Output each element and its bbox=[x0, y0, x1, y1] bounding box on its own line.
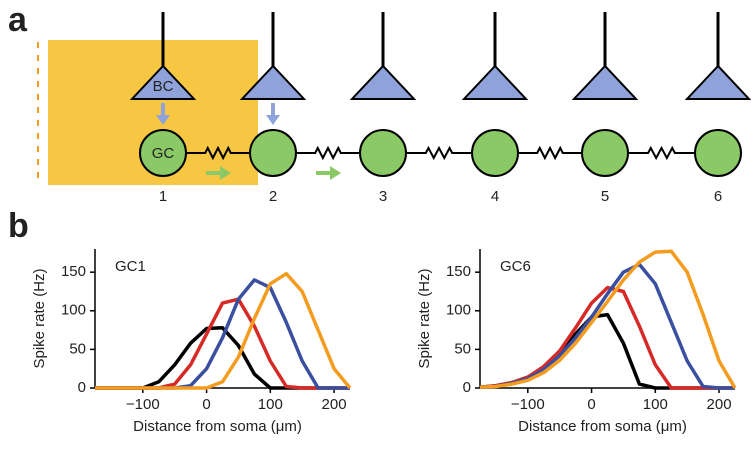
x-tick-label: 100 bbox=[258, 396, 283, 413]
x-tick-label: 0 bbox=[202, 396, 210, 413]
bipolar-cell bbox=[684, 64, 752, 100]
x-tick-label: 200 bbox=[322, 396, 347, 413]
x-axis-label: Distance from soma (μm) bbox=[133, 418, 302, 435]
x-tick-label: 200 bbox=[707, 396, 732, 413]
x-tick-label: 100 bbox=[643, 396, 668, 413]
line-chart: 0 50 100 150 −100 0 100 200 Distance from soma (… bbox=[416, 249, 737, 435]
x-tick-label: −100 bbox=[126, 396, 160, 413]
series-line bbox=[95, 278, 350, 390]
circuit-diagram: 1 2 3 4 5 6 BC GC bbox=[129, 12, 752, 205]
y-tick-label: 50 bbox=[454, 340, 471, 357]
ganglion-cell bbox=[581, 129, 629, 177]
cell-number: 3 bbox=[379, 188, 387, 205]
resistor bbox=[628, 145, 695, 161]
y-axis-label: Spike rate (Hz) bbox=[31, 268, 48, 368]
bipolar-cell bbox=[571, 64, 639, 100]
ganglion-cell bbox=[359, 129, 407, 177]
y-tick-label: 0 bbox=[463, 379, 471, 396]
resistor bbox=[406, 145, 472, 161]
bc-label: BC bbox=[153, 78, 174, 95]
ganglion-cell bbox=[694, 129, 742, 177]
chart-title: GC6 bbox=[500, 258, 531, 275]
y-tick-label: 150 bbox=[61, 263, 86, 280]
series-line bbox=[479, 249, 737, 389]
cell-number: 4 bbox=[491, 188, 499, 205]
cell-number: 6 bbox=[714, 188, 722, 205]
y-tick-label: 100 bbox=[61, 302, 86, 319]
arrow-head bbox=[156, 115, 170, 125]
line-chart: 0 50 100 150 −100 0 100 200 Distance from soma (… bbox=[31, 249, 352, 435]
y-axis-label: Spike rate (Hz) bbox=[416, 268, 433, 368]
green-arrow-head bbox=[330, 166, 341, 180]
bipolar-cell bbox=[129, 64, 197, 100]
x-axis-label: Distance from soma (μm) bbox=[518, 418, 687, 435]
resistor bbox=[186, 145, 250, 161]
series-line bbox=[95, 271, 352, 390]
x-tick-label: 0 bbox=[587, 396, 595, 413]
arrow-head bbox=[266, 115, 280, 125]
bipolar-cell bbox=[349, 64, 417, 100]
y-tick-label: 0 bbox=[78, 379, 86, 396]
cell-number: 5 bbox=[601, 188, 609, 205]
panel-label: b bbox=[8, 207, 29, 245]
x-tick-label: −100 bbox=[511, 396, 545, 413]
green-arrow-head bbox=[220, 166, 231, 180]
y-tick-label: 100 bbox=[446, 302, 471, 319]
ganglion-cell bbox=[249, 129, 297, 177]
resistor bbox=[296, 145, 360, 161]
y-tick-label: 50 bbox=[69, 340, 86, 357]
bipolar-cell bbox=[239, 64, 307, 100]
cell-number: 1 bbox=[159, 188, 167, 205]
panel-label: a bbox=[8, 1, 28, 39]
ganglion-cell bbox=[471, 129, 519, 177]
series-line bbox=[479, 262, 735, 390]
chart-title: GC1 bbox=[115, 258, 146, 275]
gc-label: GC bbox=[152, 145, 175, 162]
bipolar-cell bbox=[461, 64, 529, 100]
y-tick-label: 150 bbox=[446, 263, 471, 280]
resistor bbox=[518, 145, 582, 161]
cell-number: 2 bbox=[269, 188, 277, 205]
